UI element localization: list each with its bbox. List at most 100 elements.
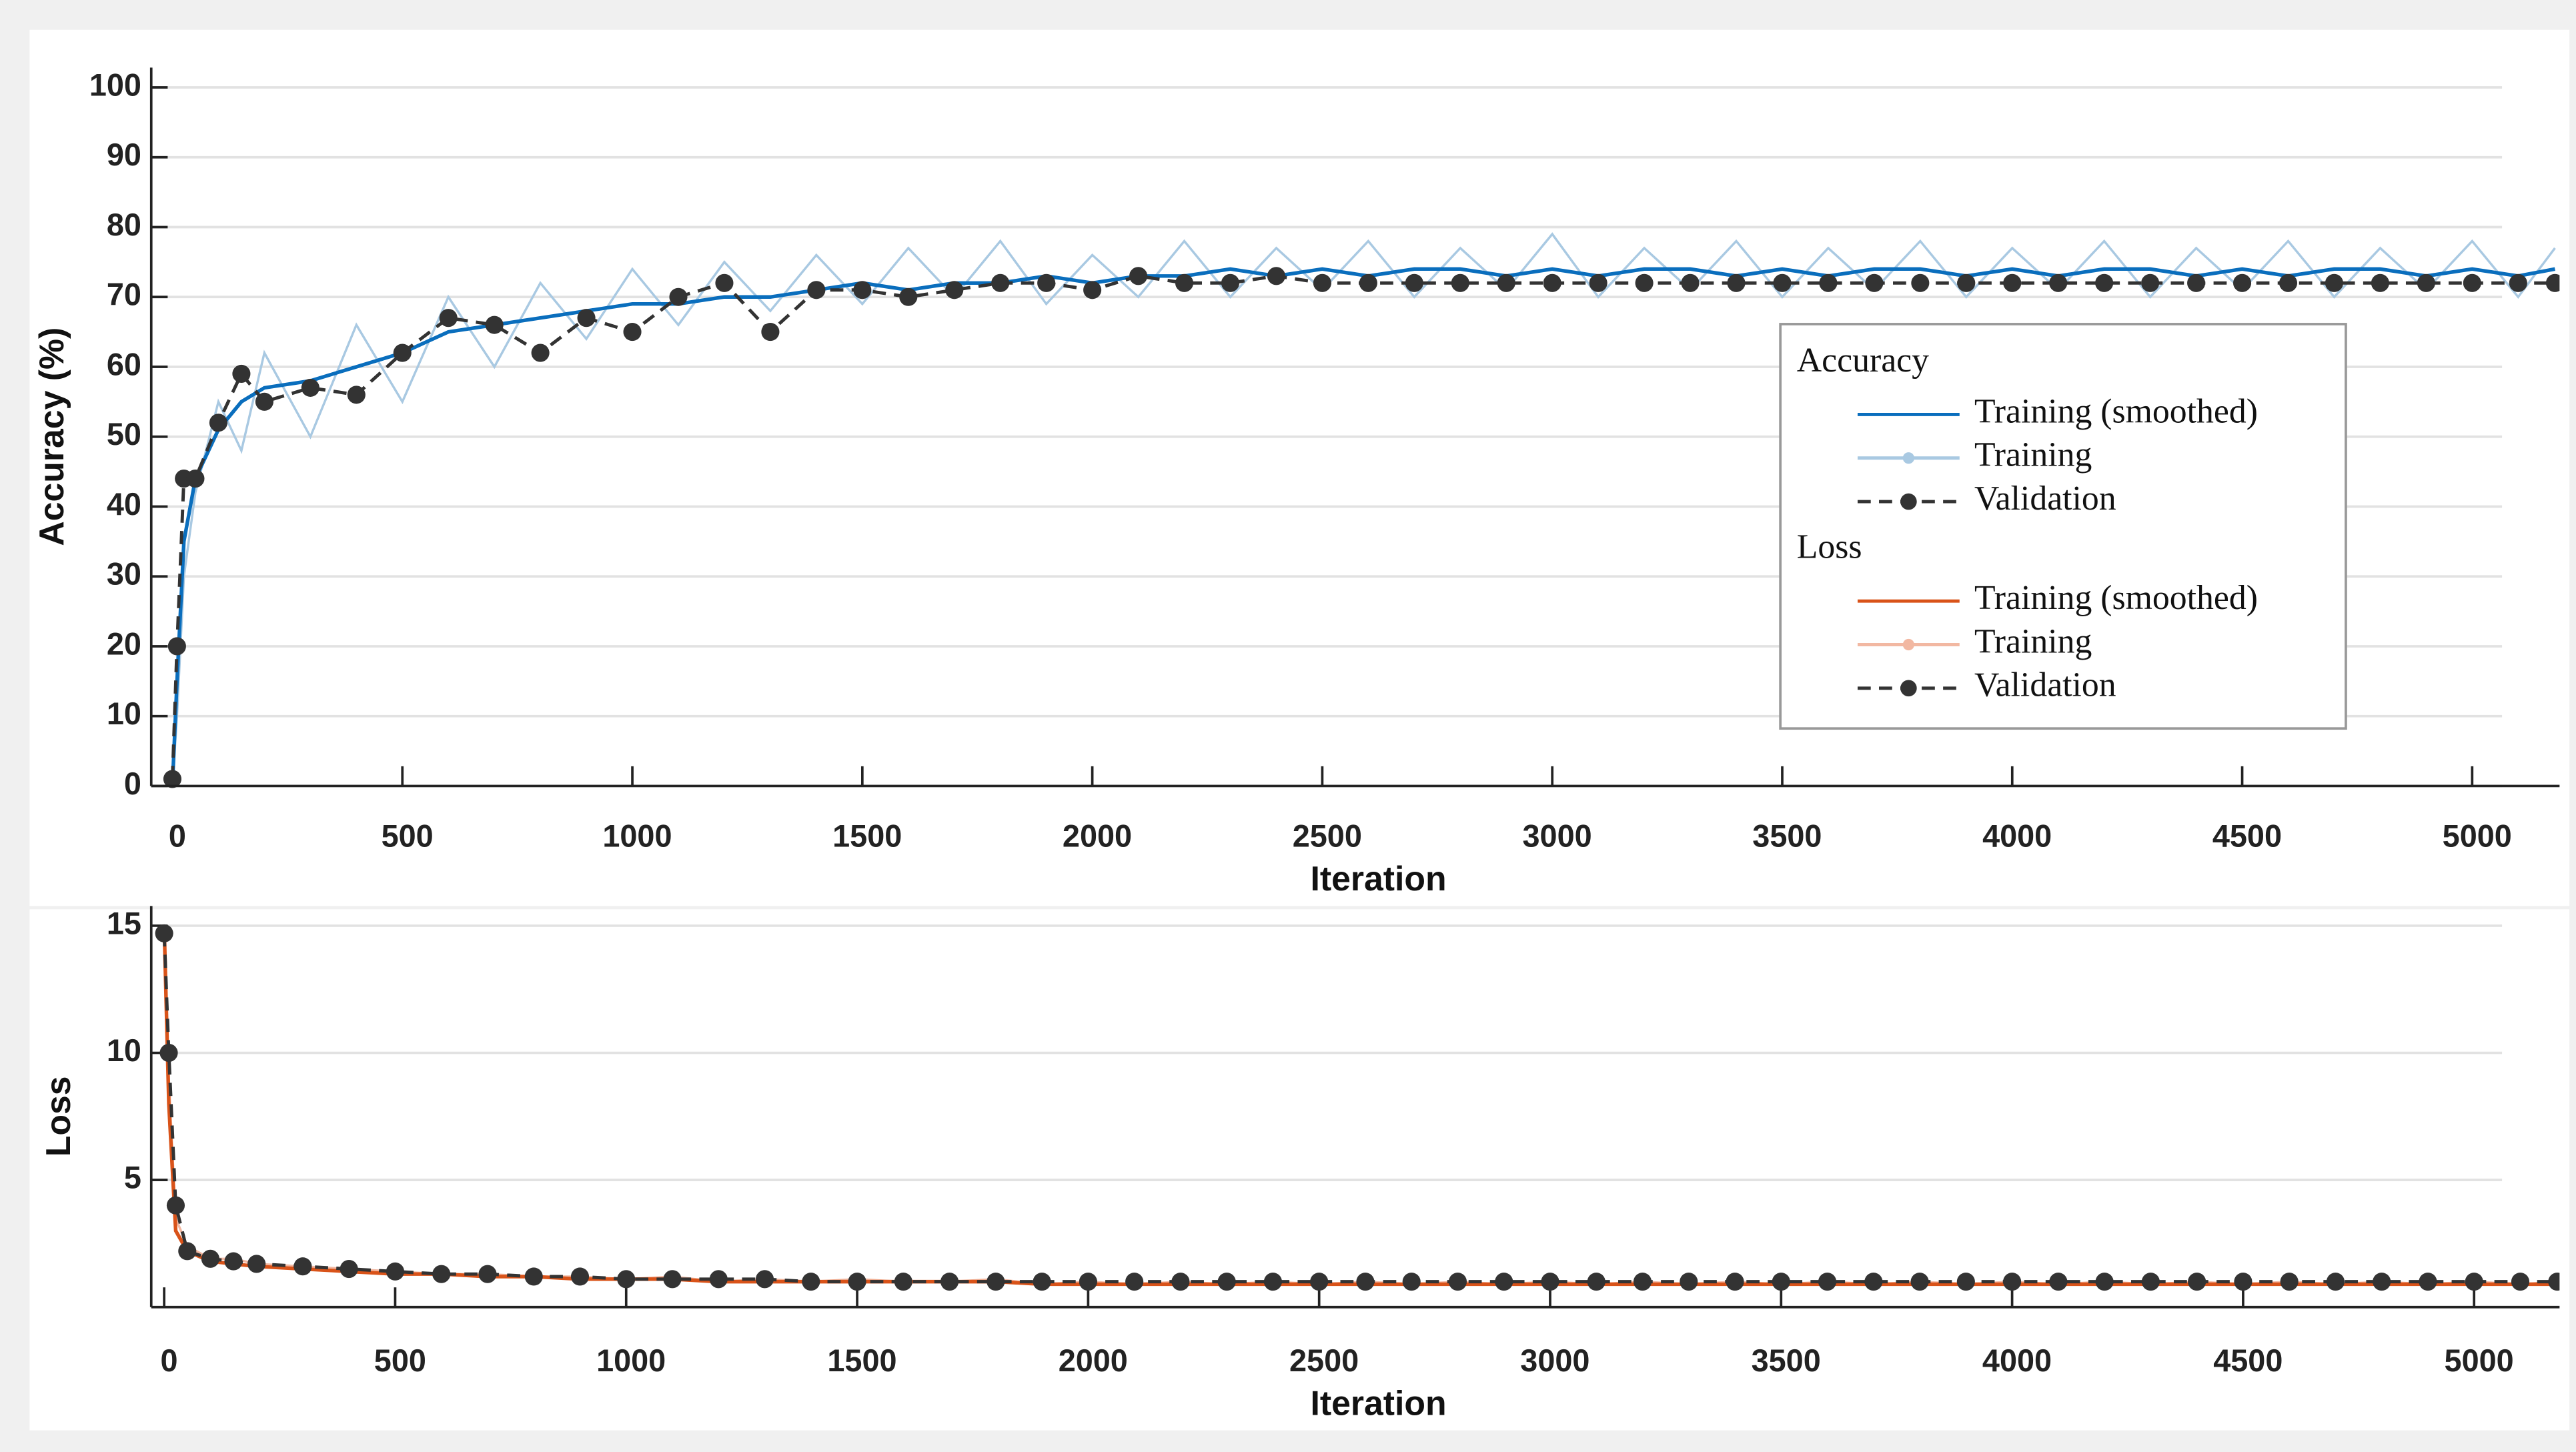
validation-marker xyxy=(1772,1273,1790,1291)
validation-marker xyxy=(1402,1273,1421,1291)
validation-marker xyxy=(1543,273,1561,292)
validation-marker xyxy=(439,309,458,327)
validation-marker xyxy=(1356,1273,1375,1291)
validation-marker xyxy=(1956,1273,1975,1291)
x-tick-label: 2000 xyxy=(1063,819,1132,854)
validation-marker xyxy=(2141,273,2160,292)
plot-area xyxy=(163,232,2560,788)
validation-marker xyxy=(2188,1273,2206,1291)
legend-marker xyxy=(1902,638,1915,651)
x-tick-label: 500 xyxy=(374,1343,426,1378)
validation-marker xyxy=(2049,273,2068,292)
validation-marker xyxy=(848,1273,866,1291)
validation-marker xyxy=(2141,1273,2160,1291)
validation-marker xyxy=(167,637,186,656)
validation-marker xyxy=(1125,1273,1144,1291)
validation-marker xyxy=(2511,1273,2530,1291)
x-tick-label: 4500 xyxy=(2212,819,2282,854)
y-axis-label: Accuracy (%) xyxy=(32,327,71,546)
validation-marker xyxy=(201,1249,219,1268)
x-tick-label: 3500 xyxy=(1752,819,1822,854)
x-tick-label: 2000 xyxy=(1059,1343,1128,1378)
y-tick-label: 5 xyxy=(124,1161,141,1195)
validation-marker xyxy=(1635,273,1654,292)
validation-marker xyxy=(1495,1273,1513,1291)
validation-marker xyxy=(178,1242,197,1261)
validation-marker xyxy=(853,281,872,299)
validation-marker xyxy=(166,1196,185,1215)
legend-label: Validation xyxy=(1974,666,2116,704)
loss-panel xyxy=(29,909,2570,1431)
validation-marker xyxy=(1957,273,1976,292)
validation-marker xyxy=(1217,1273,1236,1291)
validation-marker xyxy=(186,470,205,488)
validation-marker xyxy=(669,287,688,306)
x-tick-label: 4500 xyxy=(2213,1343,2283,1378)
series-line xyxy=(162,933,2557,1284)
validation-marker xyxy=(1865,273,1884,292)
validation-marker xyxy=(524,1267,543,1286)
validation-marker xyxy=(301,378,319,397)
validation-marker xyxy=(1910,1273,1929,1291)
validation-marker xyxy=(2509,273,2527,292)
validation-marker xyxy=(1681,273,1700,292)
legend-marker xyxy=(1900,493,1917,510)
y-tick-label: 40 xyxy=(107,487,141,522)
validation-marker xyxy=(940,1273,959,1291)
validation-marker xyxy=(1448,1273,1467,1291)
x-tick-label: 3500 xyxy=(1752,1343,1821,1378)
validation-marker xyxy=(1541,1273,1559,1291)
validation-marker xyxy=(1037,273,1056,292)
validation-marker xyxy=(1079,1273,1097,1291)
x-tick-label: 500 xyxy=(382,819,434,854)
x-tick-label: 2500 xyxy=(1289,1343,1359,1378)
validation-marker xyxy=(386,1262,404,1281)
validation-marker xyxy=(232,364,251,384)
validation-marker xyxy=(1726,1273,1744,1291)
validation-marker xyxy=(987,1273,1005,1291)
validation-marker xyxy=(1221,273,1240,292)
y-tick-label: 10 xyxy=(107,696,141,731)
validation-marker xyxy=(155,924,173,942)
validation-marker xyxy=(1451,273,1469,292)
y-tick-label: 10 xyxy=(107,1033,141,1068)
validation-marker xyxy=(2234,1273,2252,1291)
validation-marker xyxy=(247,1255,266,1273)
validation-marker xyxy=(899,287,918,306)
validation-marker xyxy=(1263,1273,1282,1291)
x-tick-label: 4000 xyxy=(1982,1343,2052,1378)
validation-marker xyxy=(432,1265,451,1283)
validation-marker xyxy=(485,315,504,334)
validation-marker xyxy=(894,1273,912,1291)
validation-marker xyxy=(293,1257,312,1276)
validation-marker xyxy=(1680,1273,1698,1291)
validation-marker xyxy=(1129,267,1148,285)
validation-marker xyxy=(2095,273,2114,292)
validation-marker xyxy=(1818,1273,1837,1291)
x-tick-label: 1500 xyxy=(832,819,902,854)
validation-marker xyxy=(1773,273,1792,292)
legend-label: Training xyxy=(1974,436,2092,474)
validation-marker xyxy=(577,309,596,327)
validation-marker xyxy=(347,386,366,404)
validation-marker xyxy=(2326,1273,2345,1291)
validation-marker xyxy=(2373,1273,2391,1291)
validation-marker xyxy=(2003,273,2022,292)
validation-marker xyxy=(255,392,273,411)
x-tick-label: 2500 xyxy=(1293,819,1362,854)
validation-marker xyxy=(1313,273,1331,292)
validation-marker xyxy=(2371,273,2389,292)
legend: Accuracy Training (smoothed) Training Valid… xyxy=(1779,323,2347,730)
validation-marker xyxy=(1633,1273,1652,1291)
validation-marker xyxy=(2049,1273,2068,1291)
validation-marker xyxy=(570,1267,590,1286)
validation-marker xyxy=(2545,273,2560,292)
validation-marker xyxy=(2279,273,2298,292)
x-tick-label: 0 xyxy=(161,1343,178,1378)
y-tick-label: 50 xyxy=(107,417,141,452)
validation-marker xyxy=(1589,273,1607,292)
validation-marker xyxy=(1171,1273,1190,1291)
